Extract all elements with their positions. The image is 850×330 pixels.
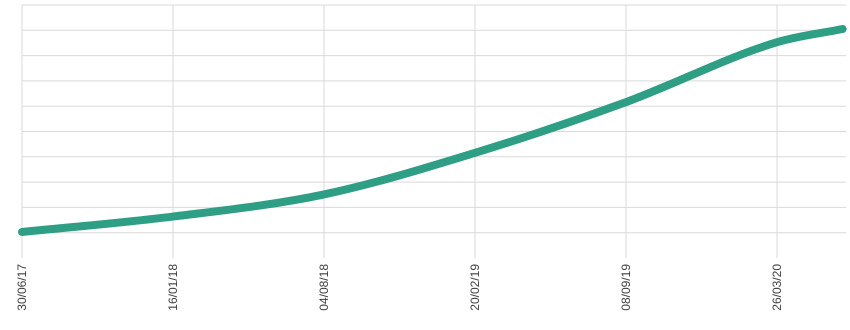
x-tick-label: 04/08/18 (317, 264, 331, 311)
series-line (18, 25, 847, 236)
x-tick-label: 08/09/19 (619, 264, 633, 311)
x-tick-label: 16/01/18 (166, 264, 180, 311)
x-tick-label: 20/02/19 (468, 264, 482, 311)
x-axis-ticks: 30/06/17 16/01/18 04/08/18 20/02/19 08/09/19… (15, 264, 784, 311)
gridlines (21, 4, 846, 258)
x-tick-label: 30/06/17 (15, 264, 29, 311)
x-tick-label: 26/03/20 (770, 264, 784, 311)
